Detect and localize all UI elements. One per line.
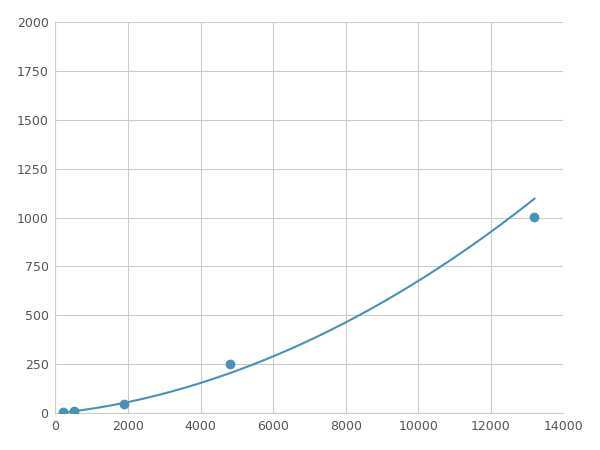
Point — [119, 400, 129, 407]
Point — [530, 213, 539, 220]
Point — [225, 361, 235, 368]
Point — [69, 408, 79, 415]
Point — [58, 409, 68, 416]
